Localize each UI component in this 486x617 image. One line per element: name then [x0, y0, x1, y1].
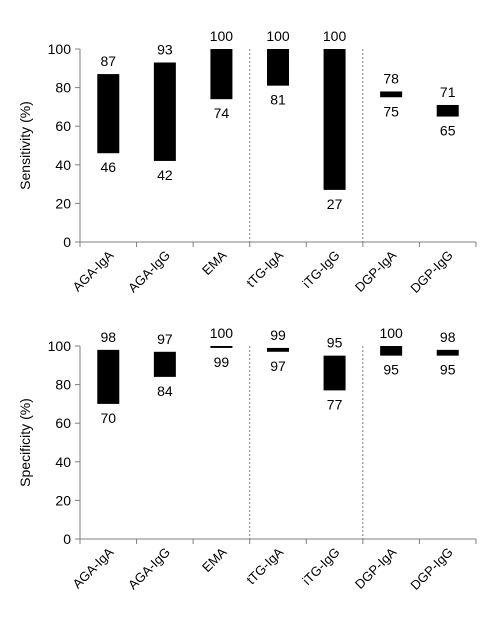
x-category-label: DGP-IgA: [352, 247, 400, 295]
y-tick-label: 20: [55, 492, 71, 508]
low-value-label: 95: [440, 362, 456, 378]
high-value-label: 100: [210, 325, 234, 341]
low-value-label: 75: [383, 103, 399, 119]
y-tick-label: 100: [48, 41, 72, 57]
low-value-label: 65: [440, 123, 456, 139]
y-tick-label: 100: [48, 338, 72, 354]
range-bar-ema: [210, 49, 233, 100]
high-value-label: 71: [440, 84, 456, 100]
x-category-label: DGP-IgG: [407, 545, 455, 593]
chart-panel-1: Sensitivity (%) 0 20 40 60 80 100 87 46 AGA-IgA 93…: [17, 28, 477, 296]
y-tick-label: 60: [55, 415, 71, 431]
y-tick-label: 60: [55, 118, 71, 134]
high-value-label: 87: [100, 53, 116, 69]
low-value-label: 81: [270, 92, 286, 108]
y-axis-label: Specificity (%): [17, 398, 33, 487]
x-category-label: iTG-IgG: [299, 248, 342, 291]
high-value-label: 98: [100, 329, 116, 345]
y-axis-label: Sensitivity (%): [17, 101, 33, 190]
range-bar-ema: [210, 346, 233, 348]
low-value-label: 70: [100, 410, 116, 426]
range-bar-aga-igg: [153, 351, 176, 377]
low-value-label: 27: [327, 196, 343, 212]
range-bar-aga-iga: [97, 349, 120, 404]
low-value-label: 74: [214, 105, 230, 121]
range-bar-itg-igg: [323, 355, 346, 391]
y-tick-label: 80: [55, 377, 71, 393]
y-tick-label: 40: [55, 157, 71, 173]
x-category-label: EMA: [199, 247, 230, 278]
low-value-label: 84: [157, 383, 173, 399]
range-bar-ttg-iga: [267, 347, 289, 352]
high-value-label: 100: [210, 28, 234, 44]
x-category-label: tTG-IgA: [243, 544, 286, 587]
low-value-label: 46: [100, 159, 116, 175]
high-value-label: 100: [379, 325, 403, 341]
x-category-label: EMA: [199, 544, 230, 575]
x-category-label: DGP-IgG: [407, 248, 455, 296]
x-category-label: AGA-IgG: [125, 545, 173, 593]
y-tick-label: 0: [63, 234, 71, 250]
range-bar-dgp-iga: [380, 91, 403, 98]
y-tick-label: 40: [55, 454, 71, 470]
high-value-label: 100: [323, 28, 347, 44]
x-category-label: AGA-IgA: [70, 247, 117, 294]
range-bar-itg-igg: [323, 49, 346, 190]
x-category-label: AGA-IgA: [70, 544, 117, 591]
range-bar-aga-igg: [153, 62, 176, 161]
x-category-label: tTG-IgA: [243, 247, 286, 290]
low-value-label: 77: [327, 396, 343, 412]
high-value-label: 93: [157, 42, 173, 58]
high-value-label: 97: [157, 331, 173, 347]
range-bar-aga-iga: [97, 74, 120, 154]
y-tick-label: 0: [63, 531, 71, 547]
high-value-label: 99: [270, 327, 286, 343]
range-bar-dgp-igg: [436, 349, 459, 356]
chart-panel-2: Specificity (%) 0 20 40 60 80 100 98 70 AGA-IgA 97…: [17, 325, 477, 593]
x-category-label: DGP-IgA: [352, 544, 400, 592]
high-value-label: 98: [440, 329, 456, 345]
high-value-label: 100: [266, 28, 290, 44]
y-tick-label: 20: [55, 195, 71, 211]
low-value-label: 99: [214, 354, 230, 370]
range-bar-dgp-iga: [380, 346, 403, 356]
x-category-label: iTG-IgG: [299, 545, 342, 588]
low-value-label: 42: [157, 167, 173, 183]
high-value-label: 95: [327, 335, 343, 351]
low-value-label: 97: [270, 358, 286, 374]
low-value-label: 95: [383, 362, 399, 378]
high-value-label: 78: [383, 70, 399, 86]
range-bar-dgp-igg: [436, 104, 459, 117]
range-bar-ttg-iga: [267, 49, 289, 86]
x-category-label: AGA-IgG: [125, 248, 173, 296]
y-tick-label: 80: [55, 80, 71, 96]
